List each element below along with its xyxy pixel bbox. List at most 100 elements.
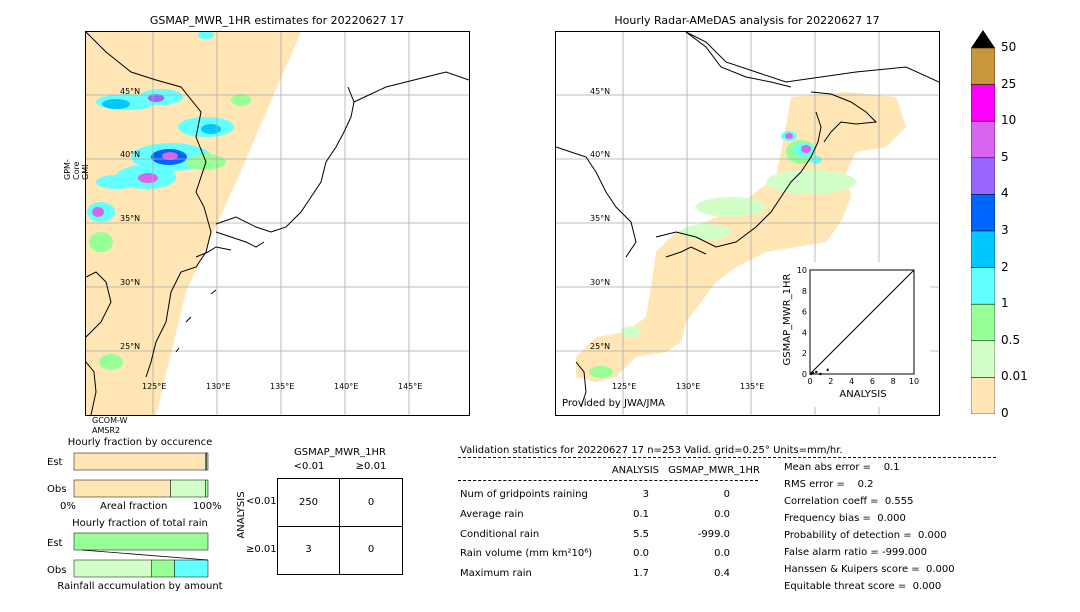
left-rain-blobs	[87, 32, 251, 370]
colorbar-segment	[970, 120, 996, 159]
inset-ylabel: GSMAP_MWR_1HR	[782, 273, 793, 366]
colorbar-label: 25	[1001, 76, 1017, 91]
right-lon-label-125: 125°E	[612, 382, 637, 391]
colorbar-svg	[970, 30, 996, 415]
inset-xtick-label: 0	[807, 377, 812, 386]
contingency-col-0: <0.01	[293, 461, 325, 472]
validation-header: Validation statistics for 20220627 17 n=…	[460, 445, 843, 456]
occurrence-row-obs: Obs	[47, 484, 67, 495]
inset-point	[819, 372, 822, 376]
inset-ytick-label: 8	[802, 287, 807, 296]
colorbar-segment	[970, 303, 996, 342]
left-bottom-label-line2: AMSR2	[92, 426, 121, 435]
colorbar-segment	[970, 194, 996, 232]
validation-score-0: Mean abs error = 0.1	[784, 462, 900, 473]
validation-row-label-2: Conditional rain	[460, 529, 540, 540]
total-rain-title: Hourly fraction of total rain	[72, 518, 208, 529]
validation-row-label-3: Rain volume (mm km²10⁶)	[460, 548, 593, 559]
left-lat-label-45: 45°N	[120, 87, 141, 96]
colorbar	[970, 30, 996, 415]
occurrence-bar	[73, 479, 171, 498]
total-rain-row-est: Est	[47, 538, 63, 549]
validation-row-g-0: 0	[723, 489, 730, 500]
inset-scatter-svg: 00 2 2 4 4 6 6 8 8 10 10	[797, 266, 919, 386]
total-rain-bar	[73, 532, 209, 551]
validation-row-a-4: 1.7	[633, 568, 649, 579]
contingency-grid: 250 0 3 0	[277, 478, 403, 575]
validation-col-rule	[458, 480, 758, 481]
contingency-row-1: ≥0.01	[246, 544, 277, 555]
inset-xtick-label: 2	[828, 377, 833, 386]
right-lat-label-30: 30°N	[590, 278, 611, 287]
left-lon-label-135: 135°E	[270, 382, 295, 391]
colorbar-label: 2	[1001, 259, 1009, 274]
left-side-label-line2: GMI	[81, 164, 90, 180]
right-lon-label-130: 130°E	[676, 382, 701, 391]
colorbar-segment	[970, 267, 996, 305]
colorbar-segment	[970, 157, 996, 195]
validation-col-gsmap: GSMAP_MWR_1HR	[668, 465, 760, 476]
inset-xlabel: ANALYSIS	[839, 389, 887, 400]
contingency-cell-1-1: 0	[367, 544, 375, 555]
validation-score-2: Correlation coeff = 0.555	[784, 496, 914, 507]
validation-row-a-1: 0.1	[633, 509, 649, 520]
inset-ytick-label: 10	[797, 266, 807, 275]
colorbar-segment	[970, 47, 996, 85]
validation-row-a-0: 3	[642, 489, 649, 500]
left-side-label: GPM-Core GMI	[63, 150, 90, 180]
inset-xtick-label: 4	[849, 377, 854, 386]
contingency-hline	[278, 526, 402, 527]
contingency-cell-0-1: 0	[367, 497, 375, 508]
colorbar-segment	[970, 377, 996, 415]
occurrence-axis-mid: Areal fraction	[100, 501, 168, 512]
inset-ytick-label: 2	[802, 349, 807, 358]
validation-score-6: Hanssen & Kuipers score = 0.000	[784, 564, 955, 575]
inset-xtick-label: 10	[909, 377, 919, 386]
inset-point	[815, 370, 818, 374]
left-lat-label-35: 35°N	[120, 214, 141, 223]
colorbar-segment	[970, 340, 996, 378]
colorbar-segment	[970, 230, 996, 268]
inset-point	[809, 372, 813, 376]
colorbar-label: 1	[1001, 296, 1009, 311]
total-rain-row-obs: Obs	[47, 565, 67, 576]
contingency-col-1: ≥0.01	[355, 461, 387, 472]
inset-ytick-label: 6	[802, 308, 807, 317]
inset-point	[826, 368, 829, 372]
occurrence-bar	[205, 479, 209, 498]
left-map: 45°N 40°N 35°N 30°N 25°N 125°E 130°E 135…	[85, 31, 470, 416]
colorbar-label: 10	[1001, 113, 1017, 128]
left-map-title: GSMAP_MWR_1HR estimates for 20220627 17	[149, 14, 405, 27]
right-lat-label-45: 45°N	[590, 87, 611, 96]
validation-row-g-4: 0.4	[714, 568, 730, 579]
colorbar-label: 0	[1001, 406, 1009, 420]
occurrence-bar	[170, 479, 206, 498]
colorbar-label: 0.5	[1001, 332, 1021, 347]
occurrence-title: Hourly fraction by occurence	[67, 437, 213, 448]
occurrence-bar	[206, 452, 209, 471]
occurrence-row-est: Est	[47, 457, 63, 468]
total-rain-footer: Rainfall accumulation by amount	[57, 581, 223, 592]
validation-row-g-2: -999.0	[697, 529, 730, 540]
left-bottom-label: GCOM-W AMSR2	[92, 416, 127, 436]
validation-row-label-1: Average rain	[460, 509, 524, 520]
validation-score-5: False alarm ratio = -999.000	[784, 547, 927, 558]
right-map-graphic	[556, 32, 939, 415]
total-rain-bar	[73, 559, 152, 578]
right-lat-label-35: 35°N	[590, 214, 611, 223]
contingency-cell-0-0: 250	[298, 497, 319, 508]
left-lon-label-145: 145°E	[398, 382, 423, 391]
total-rain-bar	[151, 559, 175, 578]
occurrence-axis-left: 0%	[60, 501, 76, 512]
right-rain-field	[576, 92, 906, 382]
validation-score-3: Frequency bias = 0.000	[784, 513, 906, 524]
contingency-cell-1-0: 3	[305, 544, 312, 555]
occurrence-chart-svg	[73, 452, 209, 498]
colorbar-segment	[970, 84, 996, 122]
colorbar-label: 5	[1001, 149, 1009, 164]
validation-col-analysis: ANALYSIS	[611, 465, 659, 476]
left-bottom-label-line1: GCOM-W	[92, 416, 128, 425]
validation-row-a-2: 5.5	[633, 529, 649, 540]
validation-score-4: Probability of detection = 0.000	[784, 530, 947, 541]
left-lat-label-30: 30°N	[120, 278, 141, 287]
